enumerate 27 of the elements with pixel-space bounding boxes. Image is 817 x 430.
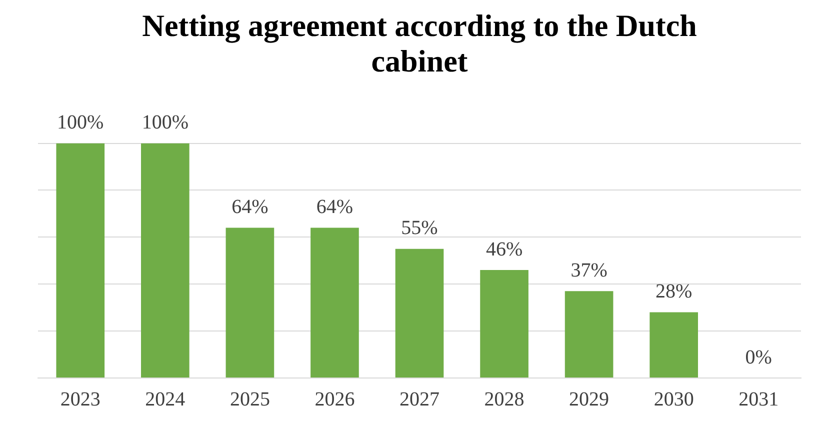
data-label: 46% <box>486 238 523 260</box>
data-label: 55% <box>401 217 438 240</box>
bar <box>310 228 359 378</box>
bar <box>226 228 274 378</box>
bar <box>564 291 614 378</box>
data-label: 37% <box>570 259 608 282</box>
x-tick-label: 2030 <box>654 388 694 410</box>
x-tick-label: 2024 <box>145 388 186 410</box>
data-label: 64% <box>232 196 268 218</box>
data-label: 28% <box>655 280 692 303</box>
bar <box>141 143 190 378</box>
data-label: 100% <box>57 112 104 134</box>
x-tick-label: 2028 <box>484 388 524 410</box>
x-tick-label: 2026 <box>314 388 355 410</box>
chart-title: Netting agreement according to the Dutch cabinet <box>142 8 697 78</box>
x-tick-label: 2025 <box>230 388 270 410</box>
bar <box>650 312 698 378</box>
x-tick-label: 2029 <box>569 388 610 410</box>
x-tick-label: 2027 <box>400 388 440 410</box>
x-tick-label: 2031 <box>738 388 779 410</box>
data-label: 0% <box>745 346 772 368</box>
x-tick-label: 2023 <box>60 388 100 410</box>
bar <box>480 270 528 378</box>
bar <box>56 143 105 378</box>
data-label: 64% <box>316 196 354 218</box>
data-label: 100% <box>142 112 189 134</box>
bar <box>395 248 444 378</box>
